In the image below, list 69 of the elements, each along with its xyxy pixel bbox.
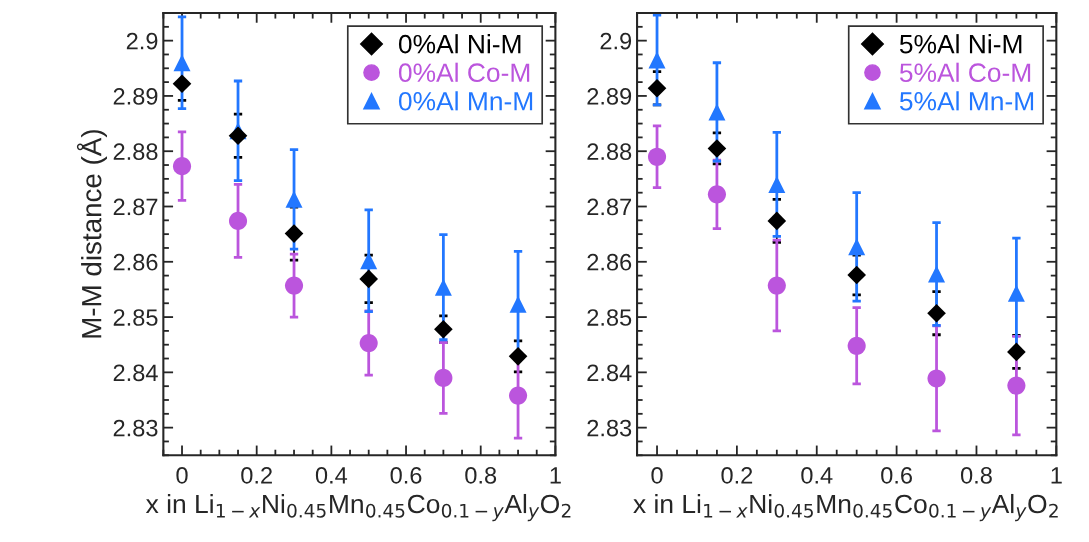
point: [172, 157, 192, 176]
point: [647, 78, 667, 98]
point: [847, 265, 866, 285]
point: [848, 238, 866, 256]
legend-label: 0%Al Ni-M: [398, 34, 521, 54]
legend-label: 0%Al Co-M: [398, 62, 530, 83]
text: x in Li$_{1−x}$Ni$_{0.45}$Mn$_{0.45}$Co$_{0.1−y}$Al$_{y}$O$_{2}$: [145, 493, 571, 522]
text: x in Li$_{1−x}$Ni$_{0.45}$Mn$_{0.45}$Co$_{0.1−y}$Al$_{y}$O$_{2}$: [633, 493, 1058, 522]
point: [1007, 284, 1025, 302]
y-tick-label: 2.89: [587, 88, 632, 105]
y-tick-label: 2.83: [587, 419, 632, 437]
point: [767, 276, 786, 295]
point: [927, 369, 946, 388]
x-tick-label: 0.8: [465, 467, 497, 484]
point: [707, 185, 726, 204]
point: [172, 74, 192, 94]
x-tick-label: 0: [176, 467, 188, 484]
point: [284, 276, 304, 295]
y-tick-label: 2.88: [113, 143, 158, 161]
point: [228, 126, 248, 146]
legend-label: 5%Al Co-M: [899, 62, 1031, 83]
x-tick-label: 0.6: [881, 467, 912, 484]
point: [173, 54, 191, 72]
y-tick-label: 2.83: [113, 419, 158, 437]
legend-label: 5%Al Mn-M: [899, 91, 1034, 111]
y-tick-label: 2.84: [113, 364, 158, 382]
y-tick-label: 2.84: [587, 364, 632, 382]
point: [647, 147, 667, 166]
point: [847, 336, 866, 355]
point: [359, 334, 378, 353]
point: [708, 103, 726, 121]
point: [434, 368, 453, 387]
point: [707, 139, 727, 158]
point: [284, 224, 304, 243]
y-tick-label: 2.87: [587, 198, 632, 216]
point: [508, 347, 528, 366]
y-tick-label: 2.9: [600, 32, 632, 50]
y-tick-label: 2.88: [587, 143, 632, 161]
y-tick-label: 2.85: [587, 309, 632, 326]
x-tick-label: 0: [651, 467, 663, 484]
x-tick-label: 0.8: [960, 467, 992, 484]
x-tick-label: 0.4: [315, 467, 348, 484]
y-axis-title: M-M distance (Å): [76, 130, 107, 338]
y-tick-label: 2.87: [113, 198, 158, 216]
point: [434, 319, 453, 339]
legend-label: 0%Al Mn-M: [398, 91, 533, 111]
x-tick-label: 1: [550, 467, 561, 484]
x-tick-label: 0.4: [801, 467, 833, 484]
x-tick-label: 0.2: [241, 467, 272, 484]
point: [434, 278, 452, 296]
x-tick-label: 0.6: [390, 467, 422, 484]
y-tick-label: 2.86: [587, 253, 632, 271]
y-tick-label: 2.9: [126, 32, 158, 50]
point: [928, 265, 946, 283]
point: [359, 269, 379, 289]
point: [228, 211, 248, 230]
point: [927, 303, 946, 323]
point: [360, 252, 378, 270]
x-tick-label: 0.2: [721, 467, 753, 484]
point: [1007, 342, 1026, 362]
point: [509, 386, 528, 405]
point: [648, 51, 666, 69]
point: [767, 211, 787, 231]
y-tick-label: 2.89: [113, 88, 158, 105]
x-tick-label: 1: [1051, 467, 1062, 484]
y-tick-label: 2.86: [113, 253, 158, 271]
point: [1007, 376, 1026, 395]
legend-label: 5%Al Ni-M: [899, 34, 1022, 54]
y-tick-label: 2.85: [113, 309, 158, 326]
